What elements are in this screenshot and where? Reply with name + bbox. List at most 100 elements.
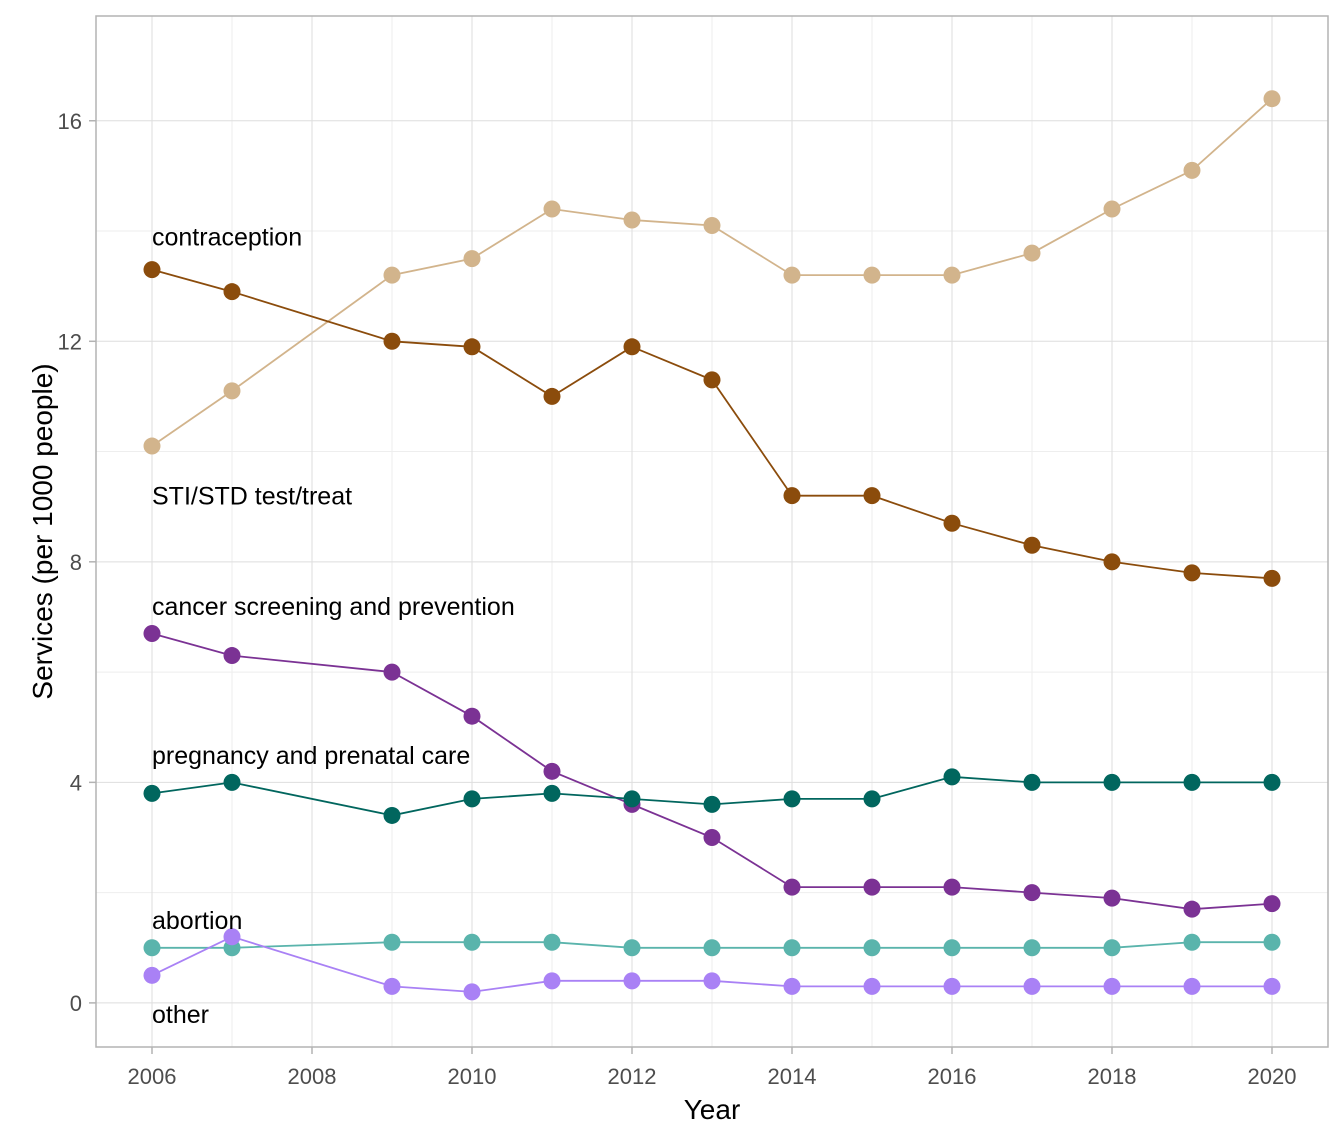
data-point [623, 972, 641, 990]
data-point [143, 261, 161, 279]
data-point [1103, 889, 1121, 907]
x-tick-label: 2020 [1248, 1064, 1297, 1089]
data-point [223, 773, 241, 791]
series-line [151, 268, 1273, 580]
x-axis: 2006 2008 2010 2012 2014 2016 2018 2020 [128, 1047, 1297, 1089]
data-point [1183, 564, 1201, 582]
data-point [1023, 977, 1041, 995]
data-point [1023, 536, 1041, 554]
x-tick-label: 2016 [928, 1064, 977, 1089]
data-point [703, 939, 721, 957]
series-label: cancer screening and prevention [152, 593, 515, 621]
y-axis: 0 4 8 12 16 [58, 109, 96, 1016]
data-point [463, 983, 481, 1001]
data-point [943, 266, 961, 284]
data-point [703, 217, 721, 235]
data-point [1183, 773, 1201, 791]
series-line [151, 98, 1273, 447]
data-point [383, 806, 401, 824]
series-pregnancy-and-prenatal-care [143, 768, 1281, 824]
data-point [703, 795, 721, 813]
series-line [152, 941, 1272, 949]
series-label: STI/STD test/treat [152, 483, 352, 511]
data-point [863, 939, 881, 957]
x-tick-label: 2006 [128, 1064, 177, 1089]
data-point [943, 768, 961, 786]
data-point [143, 939, 161, 957]
data-point [1103, 553, 1121, 571]
data-point [383, 977, 401, 995]
y-tick-label: 16 [58, 109, 82, 134]
data-point [783, 266, 801, 284]
data-point [1263, 90, 1281, 108]
data-point [943, 977, 961, 995]
x-axis-title: Year [684, 1094, 741, 1125]
y-tick-label: 4 [70, 770, 82, 795]
minor-gridlines [96, 16, 1328, 1047]
data-point [943, 939, 961, 957]
data-point [1183, 900, 1201, 918]
data-point [1103, 977, 1121, 995]
data-point [783, 939, 801, 957]
data-point [783, 878, 801, 896]
data-point [863, 977, 881, 995]
x-tick-label: 2008 [288, 1064, 337, 1089]
data-point [1103, 773, 1121, 791]
x-tick-label: 2018 [1088, 1064, 1137, 1089]
data-point [1183, 977, 1201, 995]
series-line [151, 632, 1273, 911]
data-point [703, 828, 721, 846]
data-point [463, 338, 481, 356]
data-point [543, 972, 561, 990]
data-point [623, 939, 641, 957]
y-tick-label: 8 [70, 550, 82, 575]
data-point [1263, 895, 1281, 913]
series-sti-std-test-treat [143, 261, 1281, 587]
data-point [463, 250, 481, 268]
data-point [383, 266, 401, 284]
data-point [783, 487, 801, 505]
data-point [1263, 933, 1281, 951]
data-point [383, 663, 401, 681]
data-point [943, 514, 961, 532]
x-tick-label: 2014 [768, 1064, 817, 1089]
data-point [143, 966, 161, 984]
data-point [143, 624, 161, 642]
data-point [463, 790, 481, 808]
series-abortion [143, 933, 1281, 957]
data-point [623, 338, 641, 356]
data-point [383, 332, 401, 350]
x-tick-label: 2010 [448, 1064, 497, 1089]
series-label: pregnancy and prenatal care [152, 742, 470, 770]
x-tick-label: 2012 [608, 1064, 657, 1089]
data-point [623, 211, 641, 229]
series-contraception [143, 90, 1281, 455]
data-point [1023, 773, 1041, 791]
data-point [543, 762, 561, 780]
data-point [143, 784, 161, 802]
data-point [1103, 200, 1121, 218]
data-point [383, 933, 401, 951]
data-point [703, 972, 721, 990]
data-point [543, 387, 561, 405]
series-line [151, 935, 1272, 993]
data-point [1023, 244, 1041, 262]
data-point [1263, 773, 1281, 791]
data-point [223, 283, 241, 301]
series-cancer-screening-and-prevention [143, 624, 1281, 918]
data-point [623, 790, 641, 808]
data-point [223, 647, 241, 665]
series-layer [143, 90, 1281, 1001]
y-tick-label: 0 [70, 991, 82, 1016]
data-point [1103, 939, 1121, 957]
data-point [703, 371, 721, 389]
data-point [223, 382, 241, 400]
data-point [863, 487, 881, 505]
series-labels: contraception STI/STD test/treat cancer sc… [152, 224, 515, 1029]
series-other [143, 928, 1281, 1001]
data-point [943, 878, 961, 896]
data-point [1183, 933, 1201, 951]
data-point [863, 790, 881, 808]
data-point [863, 878, 881, 896]
